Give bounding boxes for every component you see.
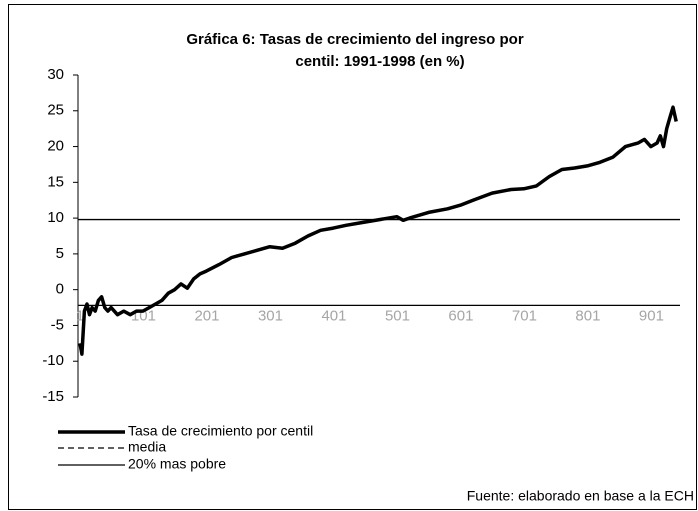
y-tick-label: 15: [47, 173, 64, 190]
y-tick-label: -5: [51, 316, 64, 333]
x-tick-label: 701: [512, 308, 537, 325]
x-tick-label: 401: [321, 308, 346, 325]
footnote: Fuente: elaborado en base a la ECH: [467, 488, 694, 504]
y-tick-label: -15: [42, 388, 64, 405]
x-tick-label: 501: [385, 308, 410, 325]
y-tick-label: 5: [56, 245, 64, 262]
legend-label: Tasa de crecimiento por centil: [128, 423, 313, 439]
x-tick-label: 301: [258, 308, 283, 325]
y-tick-label: 10: [47, 209, 64, 226]
y-tick-label: 20: [47, 138, 64, 155]
x-tick-label: 901: [639, 308, 664, 325]
chart-title: centil: 1991-1998 (en %): [295, 53, 464, 70]
chart-title: Gráfica 6: Tasas de crecimiento del ingr…: [186, 31, 524, 48]
y-tick-label: 0: [56, 281, 64, 298]
y-tick-label: 25: [47, 102, 64, 119]
x-tick-label: 601: [448, 308, 473, 325]
y-tick-label: 30: [47, 66, 64, 83]
legend-label: 20% mas pobre: [128, 456, 226, 472]
x-tick-label: 201: [194, 308, 219, 325]
legend-label: media: [128, 439, 166, 455]
x-tick-label: 801: [575, 308, 600, 325]
x-tick-label: 1: [76, 308, 84, 325]
y-tick-label: -10: [42, 352, 64, 369]
data-line: [78, 105, 678, 356]
chart-frame: [8, 4, 697, 510]
